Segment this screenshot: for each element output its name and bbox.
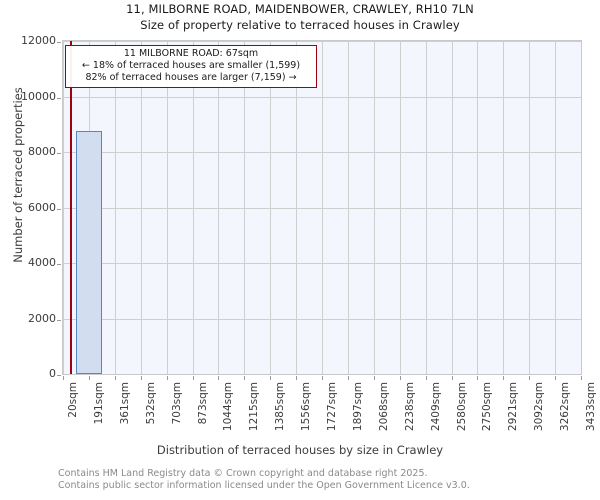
x-axis-tick-mark <box>581 376 582 380</box>
y-axis-label: Number of terraced properties <box>11 87 25 263</box>
footer-line-2: Contains public sector information licen… <box>58 479 470 491</box>
gridline-horizontal <box>63 374 581 375</box>
y-axis-tick-label: 2000 <box>28 311 56 325</box>
gridline-vertical <box>400 41 401 374</box>
y-axis-tick-label: 12000 <box>21 34 56 47</box>
gridline-vertical <box>270 41 271 374</box>
x-axis-tick-mark <box>115 376 116 380</box>
x-axis-tick-mark <box>529 376 530 380</box>
chart-title: 11, MILBORNE ROAD, MAIDENBOWER, CRAWLEY,… <box>126 2 474 16</box>
plot-area <box>62 40 582 375</box>
y-axis-tick-label: 8000 <box>28 145 56 158</box>
x-axis-tick-mark <box>141 376 142 380</box>
x-axis-tick-label: 2750sqm <box>481 382 493 432</box>
x-axis-tick-label: 1897sqm <box>352 382 364 432</box>
x-axis-tick-label: 20sqm <box>67 382 79 418</box>
gridline-vertical <box>141 41 142 374</box>
x-axis-tick-label: 1215sqm <box>248 382 260 432</box>
gridline-vertical <box>115 41 116 374</box>
annotation-line-3: 82% of terraced houses are larger (7,159… <box>85 72 297 83</box>
x-axis-tick-label: 2580sqm <box>456 382 468 432</box>
gridline-vertical <box>503 41 504 374</box>
x-axis-tick-label: 3092sqm <box>533 382 545 432</box>
gridline-vertical <box>555 41 556 374</box>
x-axis-tick-label: 2921sqm <box>507 382 519 432</box>
x-axis-tick-mark <box>244 376 245 380</box>
histogram-bar <box>76 131 102 374</box>
gridline-vertical <box>529 41 530 374</box>
gridline-vertical <box>244 41 245 374</box>
y-axis-tick-mark <box>57 264 61 265</box>
x-axis-tick-mark <box>477 376 478 380</box>
gridline-horizontal <box>63 263 581 264</box>
x-axis-tick-label: 3262sqm <box>559 382 571 432</box>
y-axis-tick-mark <box>57 153 61 154</box>
y-axis-tick-mark <box>57 42 61 43</box>
x-axis-tick-mark <box>63 376 64 380</box>
gridline-horizontal <box>63 319 581 320</box>
gridline-vertical <box>193 41 194 374</box>
x-axis-tick-label: 873sqm <box>197 382 209 425</box>
gridline-vertical <box>63 41 64 374</box>
gridline-horizontal <box>63 41 581 42</box>
gridline-vertical <box>374 41 375 374</box>
chart-subtitle: Size of property relative to terraced ho… <box>140 18 460 32</box>
gridline-vertical <box>452 41 453 374</box>
x-axis-tick-mark <box>426 376 427 380</box>
x-axis-tick-mark <box>555 376 556 380</box>
x-axis-tick-mark <box>296 376 297 380</box>
gridline-vertical <box>322 41 323 374</box>
x-axis-tick-label: 2409sqm <box>430 382 442 432</box>
x-axis-tick-label: 1385sqm <box>274 382 286 432</box>
gridline-vertical <box>477 41 478 374</box>
property-marker-line <box>70 41 72 374</box>
gridline-vertical <box>426 41 427 374</box>
x-axis-tick-label: 532sqm <box>145 382 157 425</box>
footer-line-1: Contains HM Land Registry data © Crown c… <box>58 468 428 479</box>
gridline-horizontal <box>63 208 581 209</box>
x-axis-tick-mark <box>270 376 271 380</box>
x-axis-tick-label: 1727sqm <box>326 382 338 432</box>
gridline-vertical <box>218 41 219 374</box>
annotation-line-2: ← 18% of terraced houses are smaller (1,… <box>81 60 301 71</box>
gridline-vertical <box>296 41 297 374</box>
x-axis-tick-label: 361sqm <box>119 382 131 425</box>
x-axis-tick-mark <box>348 376 349 380</box>
x-axis-tick-label: 703sqm <box>171 382 183 425</box>
gridline-horizontal <box>63 97 581 98</box>
gridline-vertical <box>581 41 582 374</box>
y-axis-tick-mark <box>57 98 61 99</box>
x-axis-tick-label: 1556sqm <box>300 382 312 432</box>
y-axis-tick-label: 0 <box>49 367 56 380</box>
y-axis-tick-label: 4000 <box>28 256 56 269</box>
x-axis-tick-label: 1044sqm <box>222 382 234 432</box>
gridline-vertical <box>167 41 168 374</box>
gridline-horizontal <box>63 152 581 153</box>
x-axis-tick-label: 2238sqm <box>404 382 416 432</box>
annotation-line-1: 11 MILBORNE ROAD: 67sqm <box>123 48 259 59</box>
x-axis-tick-mark <box>193 376 194 380</box>
y-axis-tick-label: 10000 <box>21 89 56 103</box>
x-axis-tick-mark <box>503 376 504 380</box>
y-axis-tick-mark <box>57 209 61 210</box>
x-axis-tick-mark <box>218 376 219 380</box>
x-axis-tick-mark <box>167 376 168 380</box>
x-axis-tick-label: 3433sqm <box>585 382 597 432</box>
y-axis-tick-mark <box>57 320 61 321</box>
x-axis-tick-mark <box>322 376 323 380</box>
footer-attribution: Contains HM Land Registry data © Crown c… <box>58 468 598 491</box>
x-axis-tick-mark <box>400 376 401 380</box>
y-axis-tick-mark <box>57 375 61 376</box>
x-axis-label: Distribution of terraced houses by size … <box>156 443 444 457</box>
x-axis-tick-mark <box>374 376 375 380</box>
x-axis-tick-label: 2068sqm <box>378 382 390 432</box>
property-annotation-box: 11 MILBORNE ROAD: 67sqm ← 18% of terrace… <box>65 45 317 88</box>
gridline-vertical <box>348 41 349 374</box>
x-axis-tick-mark <box>452 376 453 380</box>
x-axis-tick-label: 191sqm <box>93 382 105 425</box>
x-axis-tick-mark <box>89 376 90 380</box>
y-axis-tick-label: 6000 <box>28 200 56 214</box>
